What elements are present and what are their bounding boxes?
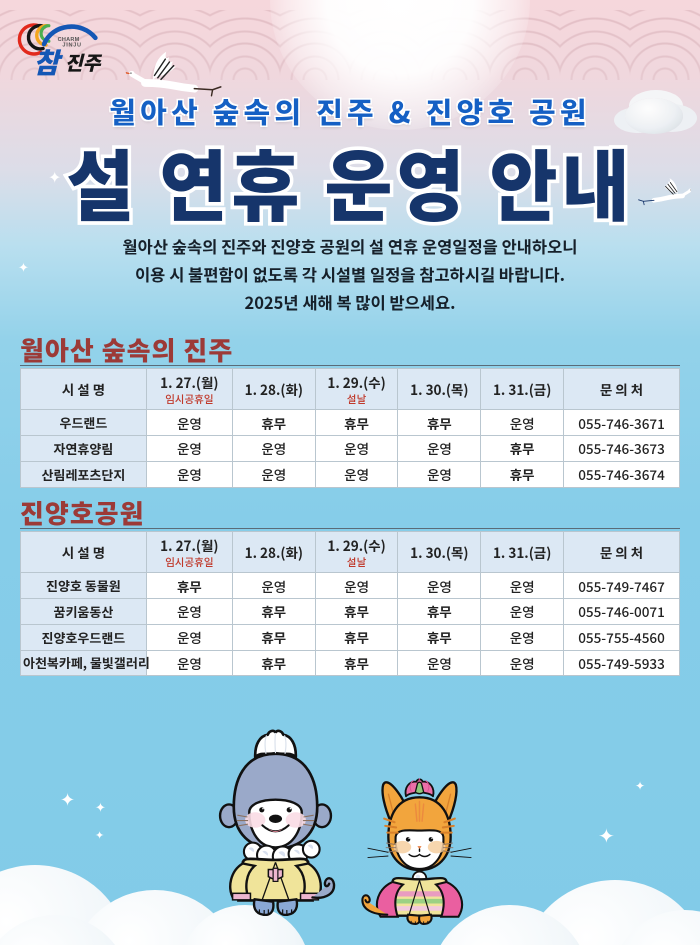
svg-text:진주: 진주 [65,48,103,76]
svg-text:JINJU: JINJU [62,43,81,49]
svg-text:참: 참 [33,41,63,79]
